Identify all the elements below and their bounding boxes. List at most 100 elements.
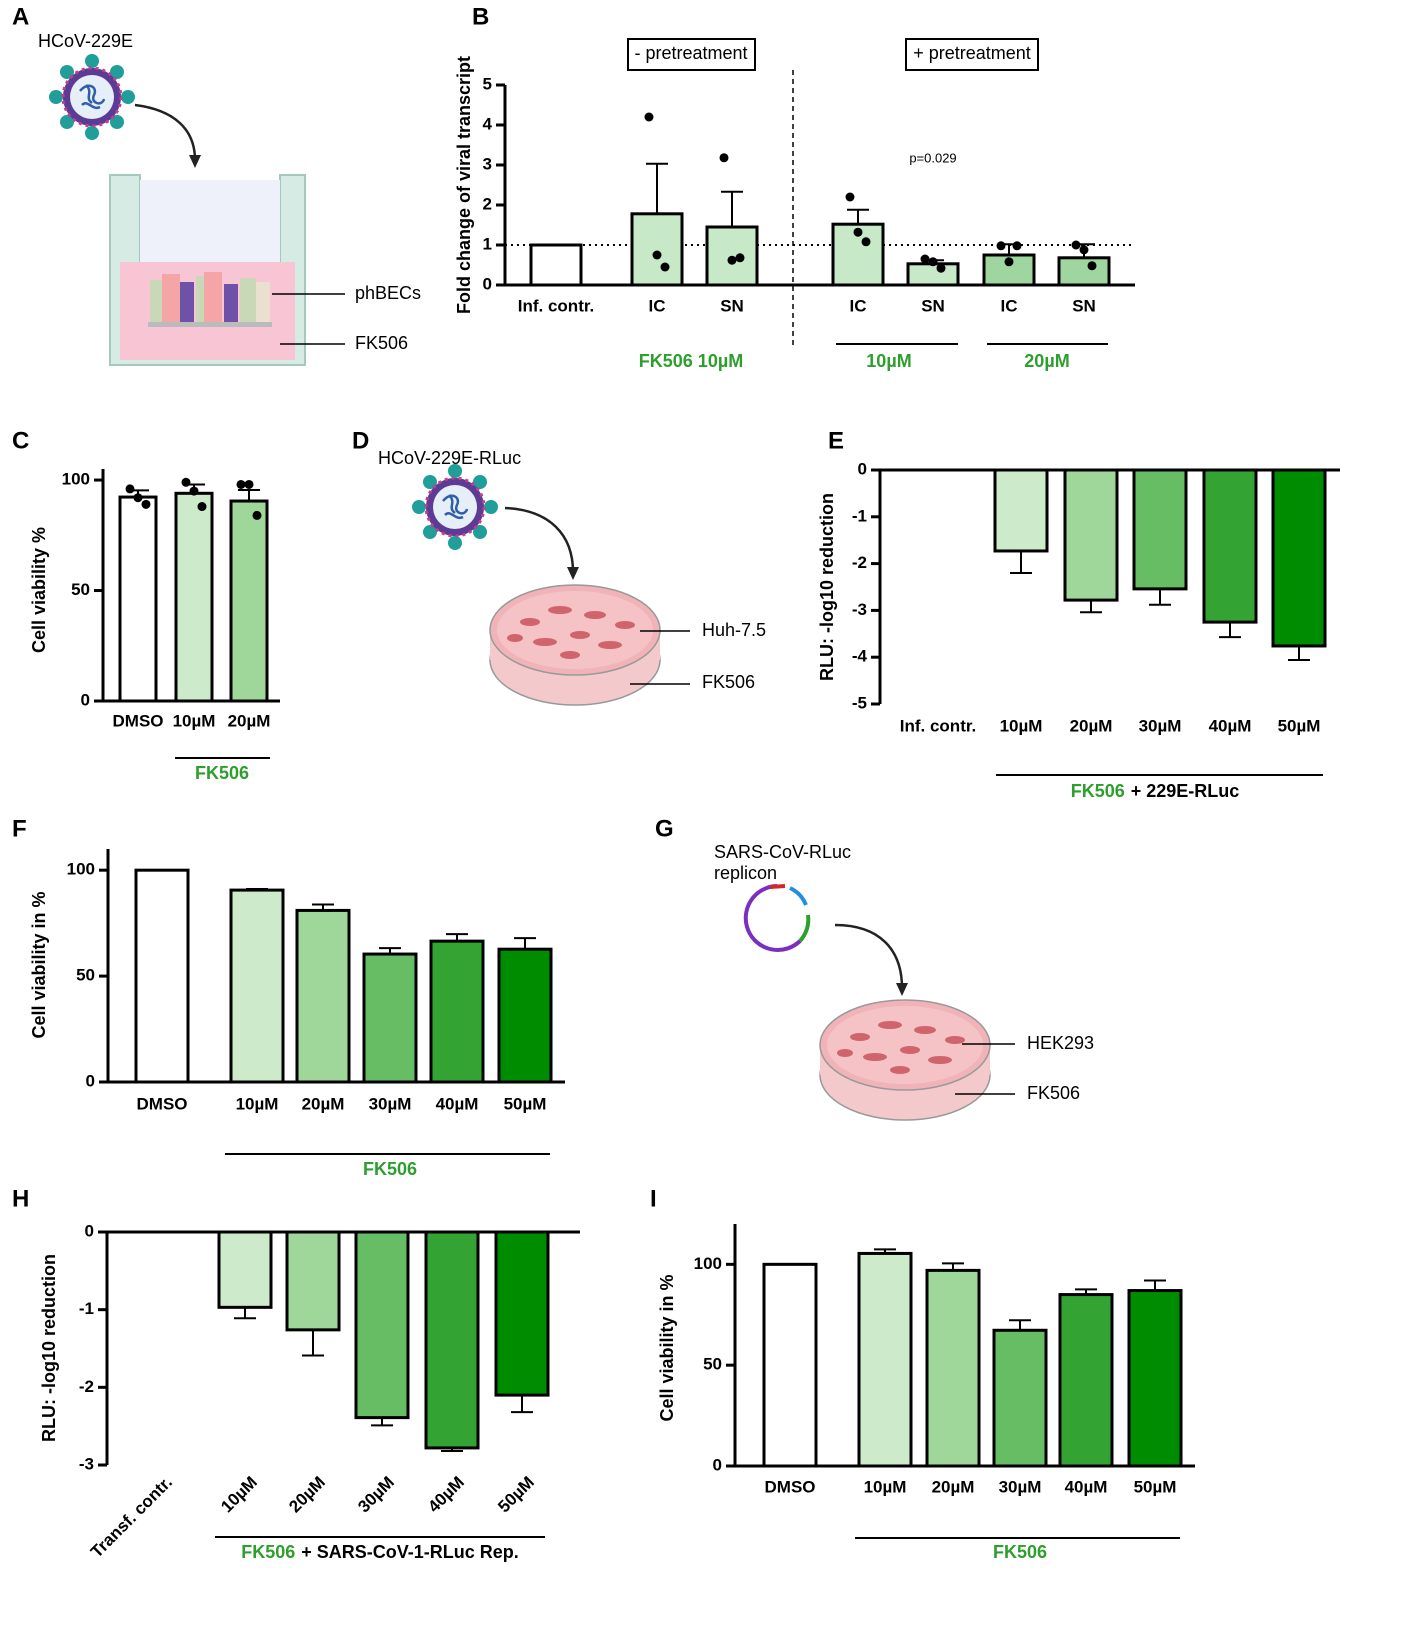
x-tick-label: 20µM (1070, 716, 1113, 735)
x-tick-label: 50µM (1278, 716, 1321, 735)
bar (1271, 468, 1327, 648)
data-point (141, 499, 151, 509)
arrow-head (896, 983, 908, 996)
bar (529, 243, 583, 287)
insert (140, 180, 280, 262)
error-bar (379, 947, 401, 955)
error-bar (371, 1417, 393, 1427)
panel-label: B (472, 3, 489, 30)
annotation: p=0.029 (909, 150, 956, 165)
bar (217, 1230, 273, 1309)
bar (494, 1230, 550, 1397)
group-label: FK506 10µM (639, 351, 743, 371)
error-bar (1288, 645, 1310, 662)
error-bar (1080, 600, 1102, 614)
group-label-part: FK506 (363, 1159, 417, 1179)
panel-label: A (12, 3, 29, 30)
error-bar (721, 190, 743, 227)
bar (497, 947, 553, 1084)
x-tick-label: 30µM (369, 1094, 412, 1113)
bar (925, 1268, 981, 1468)
virus-icon (47, 52, 137, 142)
data-point (719, 153, 729, 163)
bar (354, 1230, 410, 1420)
data-point (133, 493, 143, 503)
error-bar (446, 933, 468, 942)
x-tick-label: DMSO (137, 1094, 188, 1113)
error-bar (942, 1262, 964, 1271)
diagram-label: Huh-7.5 (702, 620, 766, 640)
x-tick-label: 30µM (999, 1477, 1042, 1496)
y-axis-label: Cell viability in % (657, 1274, 677, 1421)
group-label: FK506 + SARS-CoV-1-RLuc Rep. (241, 1542, 519, 1562)
data-point (1079, 245, 1089, 255)
bar (1063, 468, 1119, 602)
bar (118, 495, 158, 703)
data-point (996, 241, 1006, 251)
x-tick-label: 20µM (228, 711, 271, 730)
x-tick-label: 20µM (302, 1094, 345, 1113)
group-label: FK506 (195, 763, 249, 783)
x-tick-label: 40µM (436, 1094, 479, 1113)
diagram-label: SARS-CoV-RLuc (714, 842, 851, 862)
error-bar (511, 1395, 533, 1414)
x-tick-label: SN (921, 296, 945, 315)
y-tick-label: 3 (483, 154, 492, 173)
x-tick-label: 50µM (504, 1094, 547, 1113)
bar (1127, 1289, 1183, 1468)
y-axis-label: Fold change of viral transcript (454, 56, 474, 314)
data-point (660, 262, 670, 272)
bar (174, 491, 214, 703)
error-bar (302, 1329, 324, 1357)
x-tick-label: Transf. contr. (87, 1473, 176, 1562)
error-bar (312, 903, 334, 911)
group-label: 10µM (866, 351, 911, 371)
x-tick-label: 10µM (864, 1477, 907, 1496)
data-point (236, 479, 246, 489)
y-tick-label: 4 (483, 114, 493, 133)
panel-label: E (828, 427, 844, 454)
y-tick-label: 0 (86, 1071, 95, 1090)
y-tick-label: 0 (85, 1221, 94, 1240)
panel-label: G (655, 815, 674, 842)
data-point (252, 510, 262, 520)
x-tick-label: Inf. contr. (518, 296, 595, 315)
data-point (1012, 241, 1022, 251)
x-tick-label: 10µM (1000, 716, 1043, 735)
data-point (735, 253, 745, 263)
group-label-part: FK506 (241, 1542, 295, 1562)
group-label: 20µM (1024, 351, 1069, 371)
y-tick-label: -2 (852, 553, 867, 572)
panel-label: I (650, 1185, 657, 1212)
data-point (845, 192, 855, 202)
bar (229, 499, 269, 703)
y-tick-label: 50 (703, 1355, 722, 1374)
group-label-part: + SARS-CoV-1-RLuc Rep. (301, 1542, 519, 1562)
x-tick-label: IC (649, 296, 666, 315)
y-tick-label: 0 (483, 274, 492, 293)
data-point (197, 502, 207, 512)
bar (362, 952, 418, 1084)
data-point (936, 263, 946, 273)
y-tick-label: -1 (79, 1299, 94, 1318)
error-bar (246, 888, 268, 891)
error-bar (1219, 622, 1241, 639)
data-point (853, 227, 863, 237)
x-tick-label: 40µM (1209, 716, 1252, 735)
x-tick-label: 10µM (173, 711, 216, 730)
diagram-label: FK506 (702, 672, 755, 692)
error-bar (234, 1307, 256, 1320)
panel-label: C (12, 427, 29, 454)
x-tick-label: 20µM (285, 1473, 329, 1517)
x-tick-label: 50µM (494, 1473, 538, 1517)
diagram-label: HCoV-229E (38, 31, 133, 51)
annotation-box (627, 38, 756, 71)
x-tick-label: IC (1001, 296, 1018, 315)
data-point (181, 477, 191, 487)
x-tick-label: DMSO (113, 711, 164, 730)
plasmid (743, 884, 811, 952)
annotation: + pretreatment (913, 43, 1031, 63)
bar (229, 888, 285, 1084)
data-point (727, 255, 737, 265)
